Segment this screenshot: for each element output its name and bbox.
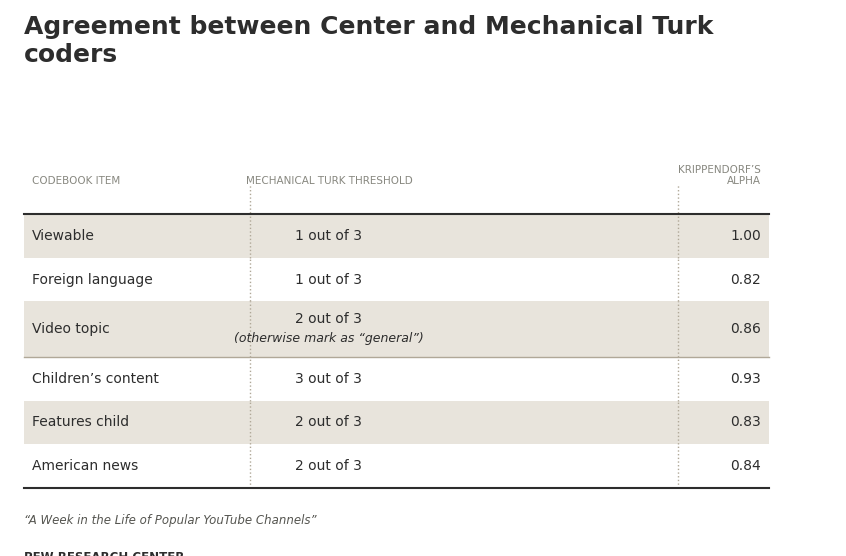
Text: American news: American news — [31, 459, 138, 473]
Text: 2 out of 3: 2 out of 3 — [295, 415, 362, 429]
Text: 3 out of 3: 3 out of 3 — [295, 372, 362, 386]
Text: PEW RESEARCH CENTER: PEW RESEARCH CENTER — [24, 550, 184, 556]
Text: Foreign language: Foreign language — [31, 272, 152, 287]
Text: MECHANICAL TURK THRESHOLD: MECHANICAL TURK THRESHOLD — [245, 176, 412, 186]
Text: Children’s content: Children’s content — [31, 372, 158, 386]
Text: Agreement between Center and Mechanical Turk
coders: Agreement between Center and Mechanical … — [24, 14, 713, 67]
Text: 2 out of 3: 2 out of 3 — [295, 312, 362, 326]
Text: “A Week in the Life of Popular YouTube Channels”: “A Week in the Life of Popular YouTube C… — [24, 514, 316, 528]
Text: Video topic: Video topic — [31, 322, 109, 336]
Text: KRIPPENDORF’S
ALPHA: KRIPPENDORF’S ALPHA — [678, 165, 761, 186]
Text: 0.83: 0.83 — [730, 415, 761, 429]
Text: 0.86: 0.86 — [730, 322, 761, 336]
Text: (otherwise mark as “general”): (otherwise mark as “general”) — [234, 332, 424, 345]
Text: 1 out of 3: 1 out of 3 — [295, 272, 362, 287]
Text: Features child: Features child — [31, 415, 129, 429]
Text: 1 out of 3: 1 out of 3 — [295, 229, 362, 243]
Bar — [24, 401, 769, 444]
Text: CODEBOOK ITEM: CODEBOOK ITEM — [31, 176, 120, 186]
Text: Viewable: Viewable — [31, 229, 95, 243]
Bar — [24, 301, 769, 357]
Bar — [24, 215, 769, 258]
Text: 0.93: 0.93 — [730, 372, 761, 386]
Text: 1.00: 1.00 — [730, 229, 761, 243]
Text: 2 out of 3: 2 out of 3 — [295, 459, 362, 473]
Text: 0.82: 0.82 — [730, 272, 761, 287]
Text: 0.84: 0.84 — [730, 459, 761, 473]
